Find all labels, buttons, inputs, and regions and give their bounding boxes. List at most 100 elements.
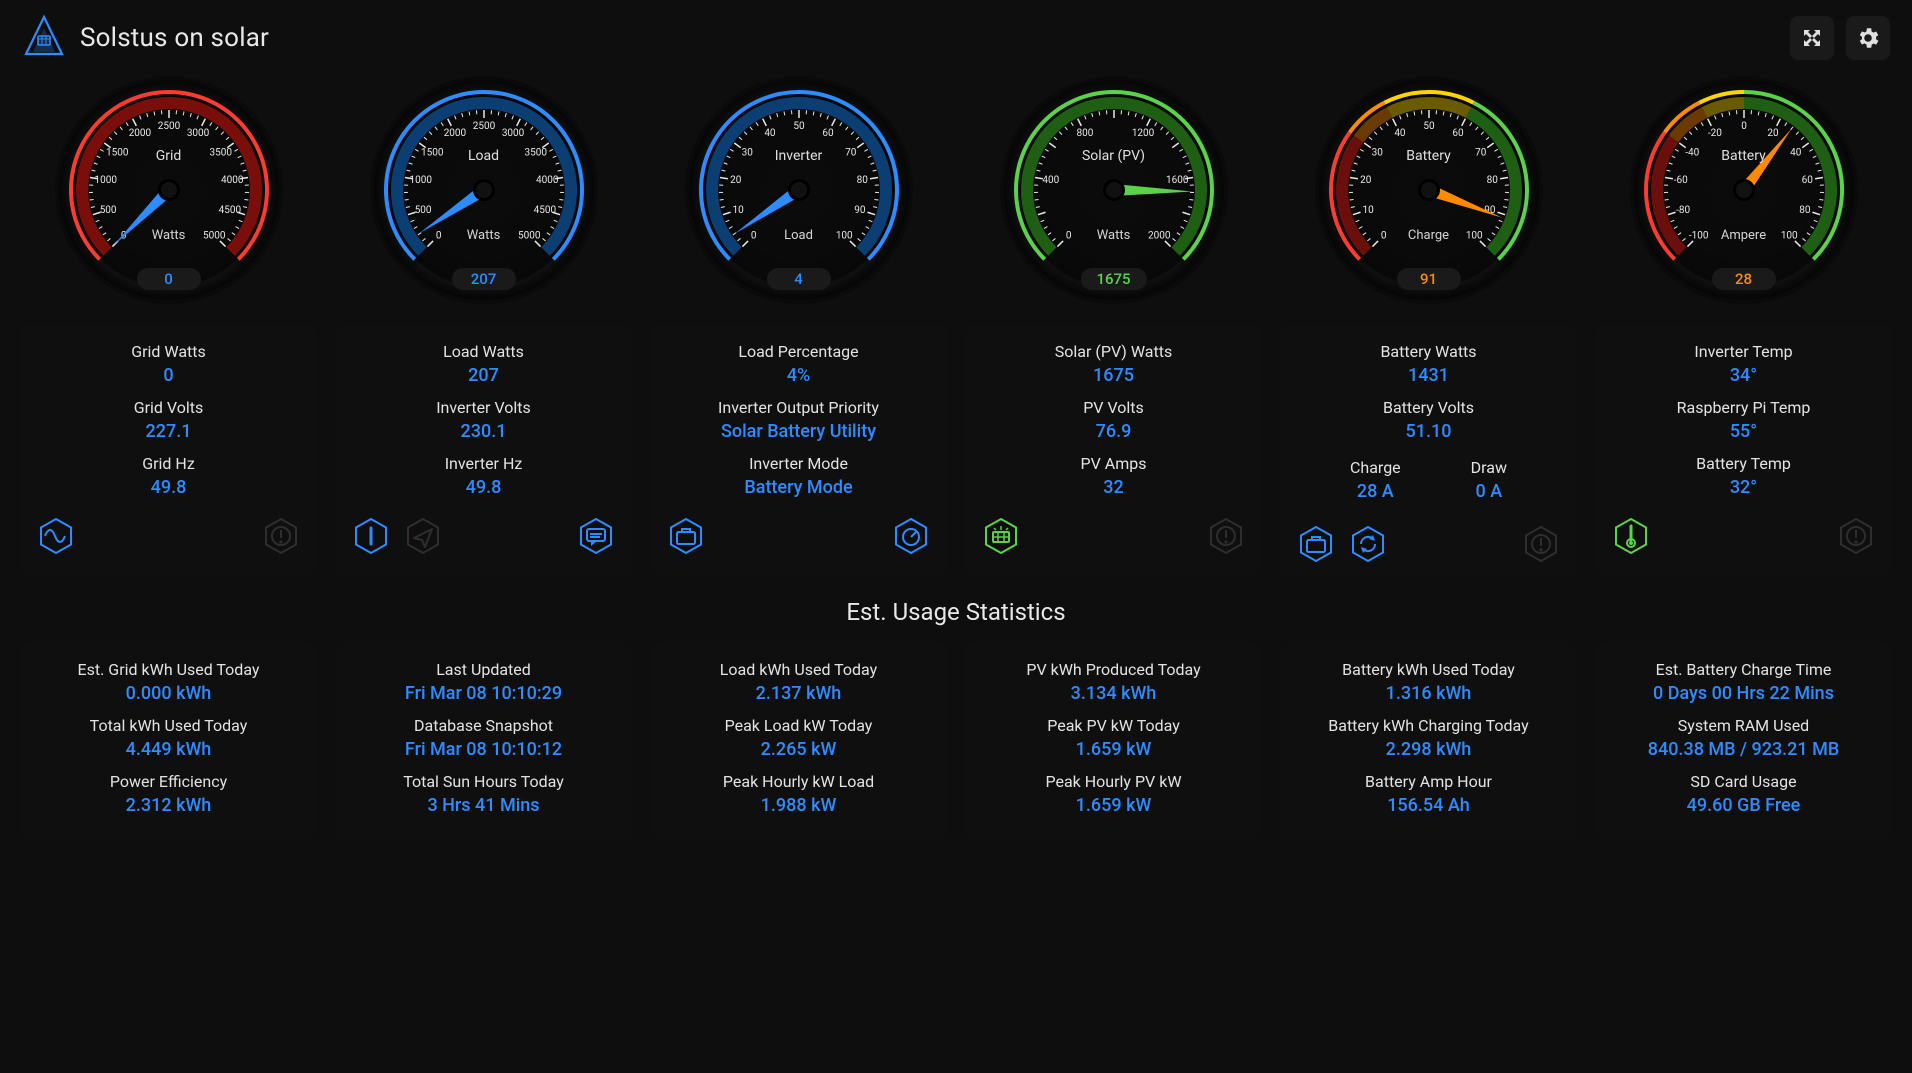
stat-value: 840.38 MB / 923.21 MB (1605, 739, 1882, 760)
info-icon[interactable] (351, 516, 391, 556)
stat-value: 0 A (1471, 481, 1507, 502)
svg-text:4500: 4500 (218, 205, 241, 216)
chat-icon[interactable] (576, 516, 616, 556)
alert-icon[interactable] (1521, 524, 1561, 564)
fullscreen-button[interactable] (1790, 16, 1834, 60)
stat-label: PV Amps (975, 454, 1252, 473)
gauge-value: 28 (1712, 268, 1776, 290)
gear-icon (1855, 25, 1881, 51)
stat-label: Total kWh Used Today (30, 716, 307, 735)
card-pv_card: Solar (PV) Watts 1675 PV Volts 76.9 PV A… (965, 324, 1262, 576)
gauge-value: 1675 (1080, 268, 1146, 290)
svg-text:400: 400 (1042, 175, 1059, 186)
stat-value: Battery Mode (660, 477, 937, 498)
stat-label: Charge (1350, 458, 1401, 477)
svg-text:4500: 4500 (533, 205, 556, 216)
gauge-title: Battery (1634, 148, 1854, 164)
gauge-title: Load (374, 148, 594, 164)
thermometer-icon[interactable] (1611, 516, 1651, 556)
briefcase-icon[interactable] (1296, 524, 1336, 564)
stat-label: Grid Hz (30, 454, 307, 473)
solar-panel-icon[interactable] (981, 516, 1021, 556)
stats-card: Est. Battery Charge Time 0 Days 00 Hrs 2… (1595, 642, 1892, 840)
svg-text:90: 90 (854, 205, 866, 216)
gauge-solar: 0400800120016002000Solar (PV)Watts1675 (965, 80, 1262, 300)
stat-value: 230.1 (345, 421, 622, 442)
stat-value: 49.8 (345, 477, 622, 498)
svg-text:2500: 2500 (157, 121, 180, 132)
gauge-sub: Watts (1004, 228, 1224, 243)
send-icon[interactable] (403, 516, 443, 556)
stat-value: 156.54 Ah (1290, 795, 1567, 816)
gauge-value: 91 (1397, 268, 1461, 290)
stat-label: Peak Hourly PV kW (975, 772, 1252, 791)
stat-label: Power Efficiency (30, 772, 307, 791)
stat-label: PV kWh Produced Today (975, 660, 1252, 679)
card-inverter_card: Load Percentage 4% Inverter Output Prior… (650, 324, 947, 576)
alert-icon[interactable] (1836, 516, 1876, 556)
svg-text:40: 40 (764, 128, 776, 139)
stat-label: Est. Battery Charge Time (1605, 660, 1882, 679)
briefcase-icon[interactable] (666, 516, 706, 556)
svg-text:50: 50 (793, 121, 805, 132)
svg-text:4000: 4000 (535, 175, 558, 186)
svg-text:3000: 3000 (501, 128, 524, 139)
svg-text:1200: 1200 (1131, 128, 1154, 139)
gauge-inverter: 0102030405060708090100InverterLoad4 (650, 80, 947, 300)
gauges-row: 0500100015002000250030003500400045005000… (0, 68, 1912, 312)
svg-text:500: 500 (99, 205, 116, 216)
stat-label: Inverter Volts (345, 398, 622, 417)
card-grid_card: Grid Watts 0 Grid Volts 227.1 Grid Hz 49… (20, 324, 317, 576)
stat-value: 2.137 kWh (660, 683, 937, 704)
settings-button[interactable] (1846, 16, 1890, 60)
topbar: Solstus on solar (0, 0, 1912, 68)
stat-label: Inverter Mode (660, 454, 937, 473)
stat-label: SD Card Usage (1605, 772, 1882, 791)
card-batt_card: Battery Watts 1431 Battery Volts 51.10 C… (1280, 324, 1577, 576)
svg-text:60: 60 (1452, 128, 1464, 139)
stat-value: 1431 (1290, 365, 1567, 386)
svg-text:20: 20 (1767, 128, 1779, 139)
stat-value: 227.1 (30, 421, 307, 442)
stats-card: Load kWh Used Today 2.137 kWh Peak Load … (650, 642, 947, 840)
svg-text:-20: -20 (1707, 128, 1721, 139)
stat-label: System RAM Used (1605, 716, 1882, 735)
card-footer (1605, 510, 1882, 556)
stat-label: Battery Amp Hour (1290, 772, 1567, 791)
stat-value: 3 Hrs 41 Mins (345, 795, 622, 816)
stat-label: Last Updated (345, 660, 622, 679)
alert-icon[interactable] (1206, 516, 1246, 556)
card-temp_card: Inverter Temp 34° Raspberry Pi Temp 55° … (1595, 324, 1892, 576)
card-footer (660, 510, 937, 556)
sine-wave-icon[interactable] (36, 516, 76, 556)
card-footer (975, 510, 1252, 556)
gauge-sub: Load (689, 228, 909, 243)
gauge-load: 0500100015002000250030003500400045005000… (335, 80, 632, 300)
stat-value: 34° (1605, 365, 1882, 386)
stat-label: Battery kWh Charging Today (1290, 716, 1567, 735)
stat-label: Raspberry Pi Temp (1605, 398, 1882, 417)
stat-label: Battery Temp (1605, 454, 1882, 473)
stat-value: 49.8 (30, 477, 307, 498)
gauge-value: 0 (137, 268, 201, 290)
stat-value: 28 A (1350, 481, 1401, 502)
app-title: Solstus on solar (80, 23, 269, 53)
gauge-icon[interactable] (891, 516, 931, 556)
stat-value: 1.659 kW (975, 739, 1252, 760)
svg-text:80: 80 (1486, 175, 1498, 186)
stat-label: Load Percentage (660, 342, 937, 361)
app-logo-icon (22, 14, 66, 62)
stat-value: 0.000 kWh (30, 683, 307, 704)
sync-icon[interactable] (1348, 524, 1388, 564)
svg-text:1600: 1600 (1165, 175, 1188, 186)
stat-label: Draw (1471, 458, 1507, 477)
stats-card: PV kWh Produced Today 3.134 kWh Peak PV … (965, 642, 1262, 840)
stat-value: 207 (345, 365, 622, 386)
alert-icon[interactable] (261, 516, 301, 556)
gauge-value: 207 (452, 268, 516, 290)
svg-text:800: 800 (1076, 128, 1093, 139)
gauge-batt_amp: -100-80-60-40-20020406080100BatteryAmper… (1595, 80, 1892, 300)
stat-value: 49.60 GB Free (1605, 795, 1882, 816)
stats-card: Est. Grid kWh Used Today 0.000 kWh Total… (20, 642, 317, 840)
stats-card: Last Updated Fri Mar 08 10:10:29 Databas… (335, 642, 632, 840)
